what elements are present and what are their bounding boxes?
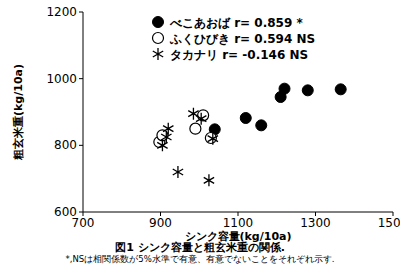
point	[208, 133, 218, 145]
x-tick-label: 700	[72, 216, 95, 230]
y-tick	[79, 145, 83, 146]
point	[240, 113, 251, 124]
point	[173, 166, 183, 178]
point	[188, 108, 198, 120]
legend-label: べこあおば r= 0.859 *	[169, 16, 303, 30]
caption: 図1 シンク容量と粗玄米重の関係.	[115, 241, 285, 254]
x-tick-label: 1500	[378, 216, 400, 230]
legend-marker	[153, 48, 163, 60]
y-axis	[83, 12, 84, 212]
note: *,NSは相関係数が5%水準で有意、有意でないことをそれぞれ示す.	[66, 254, 335, 264]
y-tick-label: 800	[54, 138, 77, 152]
point	[204, 174, 214, 186]
point	[163, 123, 173, 135]
point	[190, 123, 201, 134]
legend-marker	[153, 33, 164, 44]
y-tick-label: 1200	[46, 5, 77, 19]
x-tick-label: 1100	[223, 216, 254, 230]
y-tick-label: 1000	[46, 72, 77, 86]
point	[335, 84, 346, 95]
point	[256, 120, 267, 131]
point	[279, 83, 290, 94]
legend: べこあおば r= 0.859 * ふくひびき r= 0.594 NS タカナリ r=…	[153, 16, 316, 62]
point	[196, 113, 206, 125]
legend-marker	[153, 17, 164, 28]
x-tick-label: 900	[149, 216, 172, 230]
point	[161, 131, 171, 143]
legend-label: タカナリ r= -0.146 NS	[170, 48, 308, 62]
y-tick	[79, 12, 83, 13]
points	[154, 83, 346, 186]
x-tick-label: 1300	[300, 216, 331, 230]
y-axis-label: 粗玄米重(kg/10a)	[12, 64, 25, 161]
y-tick	[79, 78, 83, 79]
point	[302, 85, 313, 96]
legend-label: ふくひびき r= 0.594 NS	[169, 32, 315, 46]
chart: 60080010001200700900110013001500シンク容量(kg…	[0, 0, 400, 265]
y-tick	[79, 212, 83, 213]
